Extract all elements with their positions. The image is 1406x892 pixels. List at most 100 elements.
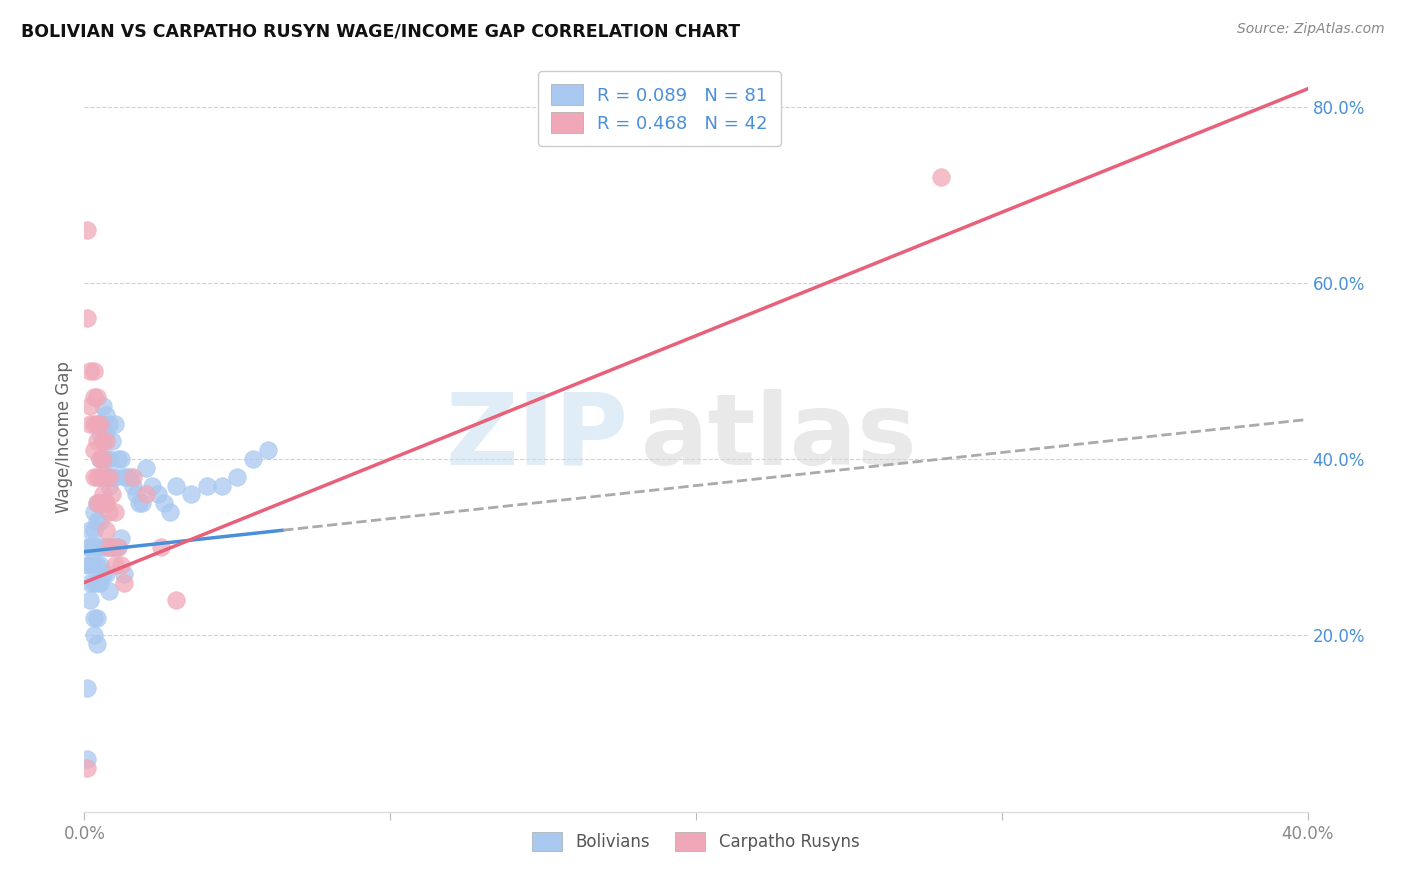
Point: [101, 434, 124, 449]
Point: [94, 469, 117, 483]
Point: [79, 364, 101, 378]
Point: [79, 399, 101, 413]
Point: [83, 523, 105, 537]
Point: [89, 469, 111, 483]
Point: [76, 541, 98, 555]
Point: [91, 434, 114, 449]
Point: [79, 575, 101, 590]
Point: [89, 541, 111, 555]
Point: [110, 452, 132, 467]
Point: [97, 469, 120, 483]
Point: [83, 505, 105, 519]
Point: [83, 575, 105, 590]
Point: [76, 223, 98, 237]
Point: [122, 478, 145, 492]
Point: [89, 514, 111, 528]
Point: [83, 417, 105, 431]
Point: [120, 469, 142, 483]
Point: [195, 478, 218, 492]
Point: [89, 575, 111, 590]
Point: [76, 681, 98, 696]
Point: [101, 469, 124, 483]
Point: [89, 417, 111, 431]
Text: Source: ZipAtlas.com: Source: ZipAtlas.com: [1237, 22, 1385, 37]
Text: BOLIVIAN VS CARPATHO RUSYN WAGE/INCOME GAP CORRELATION CHART: BOLIVIAN VS CARPATHO RUSYN WAGE/INCOME G…: [21, 22, 740, 40]
Point: [104, 469, 127, 483]
Point: [94, 434, 117, 449]
Point: [128, 496, 150, 510]
Point: [242, 452, 264, 467]
Point: [94, 496, 117, 510]
Point: [91, 452, 114, 467]
Point: [165, 593, 187, 607]
Point: [86, 496, 108, 510]
Point: [86, 558, 108, 572]
Point: [94, 566, 117, 581]
Point: [153, 496, 176, 510]
Point: [83, 558, 105, 572]
Point: [101, 487, 124, 501]
Point: [94, 523, 117, 537]
Text: ZIP: ZIP: [446, 389, 628, 485]
Point: [131, 496, 153, 510]
Point: [94, 541, 117, 555]
Point: [89, 417, 111, 431]
Point: [83, 443, 105, 458]
Point: [91, 541, 114, 555]
Legend: Bolivians, Carpatho Rusyns: Bolivians, Carpatho Rusyns: [524, 823, 868, 860]
Point: [83, 628, 105, 642]
Point: [115, 469, 138, 483]
Point: [112, 469, 135, 483]
Point: [94, 469, 117, 483]
Point: [89, 469, 111, 483]
Point: [86, 469, 108, 483]
Point: [97, 505, 120, 519]
Point: [83, 541, 105, 555]
Point: [104, 417, 127, 431]
Point: [122, 469, 145, 483]
Point: [97, 584, 120, 599]
Point: [83, 364, 105, 378]
Point: [89, 496, 111, 510]
Point: [226, 469, 249, 483]
Point: [107, 541, 129, 555]
Point: [97, 478, 120, 492]
Point: [76, 761, 98, 775]
Y-axis label: Wage/Income Gap: Wage/Income Gap: [55, 361, 73, 513]
Point: [180, 487, 202, 501]
Point: [76, 558, 98, 572]
Point: [91, 417, 114, 431]
Point: [101, 541, 124, 555]
Point: [101, 541, 124, 555]
Point: [94, 425, 117, 440]
Point: [89, 452, 111, 467]
Point: [97, 541, 120, 555]
Point: [79, 417, 101, 431]
Point: [94, 408, 117, 422]
Point: [76, 311, 98, 326]
Point: [91, 399, 114, 413]
Point: [135, 461, 157, 475]
Point: [86, 496, 108, 510]
Point: [211, 478, 233, 492]
Point: [110, 532, 132, 546]
Point: [125, 487, 148, 501]
Point: [91, 496, 114, 510]
Point: [97, 541, 120, 555]
Point: [929, 169, 952, 184]
Point: [149, 541, 172, 555]
Point: [91, 452, 114, 467]
Point: [159, 505, 181, 519]
Point: [104, 505, 127, 519]
Point: [110, 558, 132, 572]
Point: [89, 425, 111, 440]
Point: [165, 478, 187, 492]
Point: [94, 452, 117, 467]
Point: [86, 541, 108, 555]
Point: [79, 541, 101, 555]
Point: [79, 593, 101, 607]
Point: [104, 541, 127, 555]
Point: [112, 575, 135, 590]
Point: [135, 487, 157, 501]
Point: [86, 637, 108, 651]
